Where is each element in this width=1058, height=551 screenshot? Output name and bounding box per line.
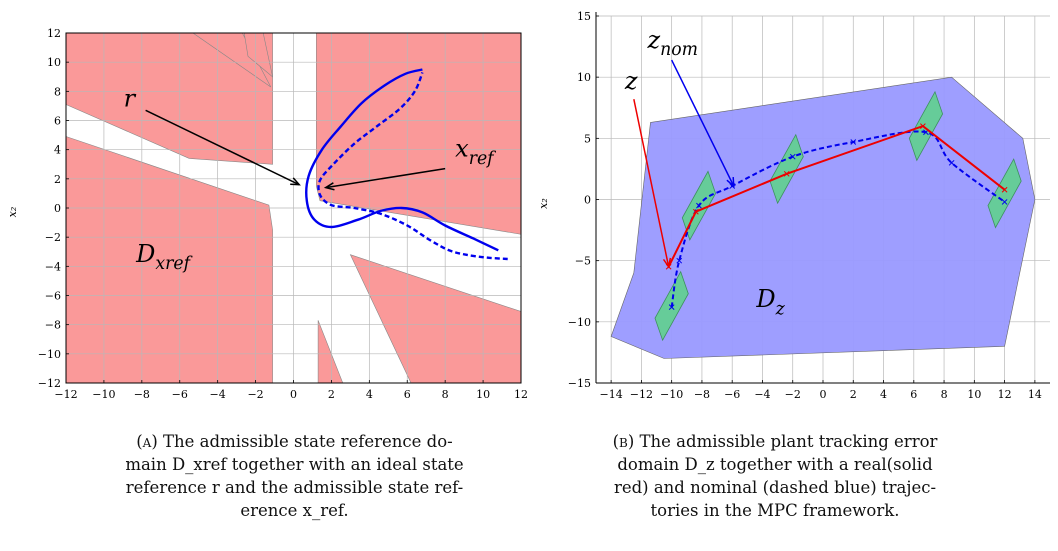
- plot-b-ytick-label: −5: [575, 255, 591, 268]
- admissible-region-patch: [317, 320, 344, 384]
- plot-a-xtick-label: −8: [134, 388, 150, 400]
- caption-b-line-4: tories in the MPC framework.: [650, 501, 900, 520]
- series-znom-point: [676, 257, 683, 264]
- annotation-xref-label: xref: [455, 135, 496, 169]
- plot-a: −12 −10 −8 −6 −4 −2 0 2 4 6 8 10 12 −12 −10 −8 −6 −4 −2 0 2 4…: [6, 27, 528, 400]
- plot-b-xtick-label: −4: [754, 388, 770, 400]
- series-znom-point: [948, 159, 955, 166]
- caption-a-line-2: main D_xref together with an ideal state: [125, 455, 464, 474]
- plot-a-xtick-label: 8: [442, 388, 449, 400]
- plot-b-ytick-label: −15: [568, 377, 591, 390]
- annotation-znom-label: znom: [646, 26, 698, 60]
- plot-b-ylabel: x₂: [537, 198, 550, 209]
- series-znom-point: [789, 153, 796, 160]
- admissible-region-patch: [315, 32, 522, 235]
- caption-a: (a) The admissible state reference do- m…: [72, 430, 517, 522]
- annotation-znom-arrow-head: [726, 177, 735, 188]
- series-x-ref-line: [317, 71, 508, 261]
- plot-b-xtick-label: 8: [941, 388, 948, 400]
- caption-a-line-1: The admissible state reference do-: [163, 432, 453, 451]
- caption-a-line-4: erence x_ref.: [240, 501, 349, 520]
- caption-a-line-3: reference r and the admissible state ref…: [125, 478, 464, 497]
- plot-a-xtick-label: −10: [92, 388, 115, 400]
- series-z-point: [783, 170, 790, 177]
- plot-a-ytick-label: −4: [45, 260, 61, 273]
- series-znom-point: [668, 304, 675, 311]
- caption-b-line-1: The admissible plant tracking error: [639, 432, 938, 451]
- series-z-point: [693, 208, 699, 215]
- plot-a-ytick-label: 6: [54, 115, 61, 128]
- plot-b-xtick-label: 2: [850, 388, 857, 400]
- plot-a-xtick-label: 10: [476, 388, 490, 400]
- plot-a-xtick-label: 12: [514, 388, 528, 400]
- plot-b-xtick-label: −8: [694, 388, 710, 400]
- admissible-region-patch: [349, 254, 522, 384]
- plot-a-ytick-label: −12: [38, 377, 61, 390]
- caption-b: (b) The admissible plant tracking error …: [560, 430, 990, 522]
- tube-set-patch: [987, 158, 1022, 229]
- plot-a-ytick-label: −6: [45, 290, 61, 303]
- plot-a-ytick-label: −2: [45, 231, 61, 244]
- plot-b-xtick-label: −6: [724, 388, 740, 400]
- tube-set-patch: [769, 133, 804, 205]
- plot-a-xtick-label: −2: [247, 388, 263, 400]
- annotation-r-label: r: [124, 84, 137, 112]
- plot-b-xtick-label: −14: [600, 388, 623, 400]
- series-z-point: [920, 123, 926, 129]
- plot-a-ytick-label: −10: [38, 348, 61, 361]
- plot-a-ytick-label: 10: [47, 56, 61, 69]
- series-z-point: [1001, 186, 1008, 193]
- figure-canvas: −12 −10 −8 −6 −4 −2 0 2 4 6 8 10 12 −12 −10 −8 −6 −4 −2 0 2 4…: [6, 10, 1050, 400]
- series-znom-point: [1001, 199, 1008, 205]
- annotation-z-arrow-head: [662, 257, 672, 269]
- plot-b-xtick-label: 10: [967, 388, 981, 400]
- plot-b-ytick-label: −10: [568, 316, 591, 329]
- plot-a-ylabel: x₂: [6, 207, 19, 218]
- annotation-r-arrow-head: [290, 177, 301, 186]
- plot-b-xtick-label: 12: [998, 388, 1012, 400]
- caption-b-line-3: red) and nominal (dashed blue) trajec-: [613, 478, 937, 497]
- series-r-line: [305, 68, 499, 252]
- plot-a-ytick-label: 12: [47, 27, 61, 40]
- plot-a-ytick-label: 4: [54, 144, 61, 157]
- region-label-dxref: Dxref: [135, 240, 192, 274]
- plot-a-xtick-label: 0: [290, 388, 297, 400]
- annotation-xref-arrow-shaft: [325, 167, 446, 189]
- plot-b-ytick-label: 0: [584, 194, 591, 207]
- caption-b-label: (b): [612, 432, 635, 451]
- plot-a-ytick-label: −8: [45, 319, 61, 332]
- region-label-dz: Dz: [755, 285, 785, 319]
- tube-set-patch: [908, 90, 944, 162]
- domain-dz-patch: [610, 76, 1036, 359]
- plot-b-xtick-label: 0: [820, 388, 827, 400]
- plot-a-xtick-label: 4: [366, 388, 373, 400]
- plot-a-xtick-label: 2: [328, 388, 335, 400]
- plot-b-xtick-label: 14: [1028, 388, 1042, 400]
- annotation-r-arrow-shaft: [145, 109, 300, 186]
- plot-b-ytick-label: 5: [584, 132, 591, 145]
- plot-b-xtick-label: 4: [880, 388, 887, 400]
- plot-a-ytick-label: 2: [54, 173, 61, 186]
- annotation-xref-arrow-head: [323, 182, 335, 191]
- annotation-z-arrow-shaft: [633, 99, 670, 267]
- plot-a-xtick-label: −6: [172, 388, 188, 400]
- plot-b-xtick-label: 6: [910, 388, 917, 400]
- plot-b-ytick-label: 15: [577, 10, 591, 23]
- series-znom-point: [696, 202, 702, 209]
- plot-a-xtick-label: −12: [54, 388, 77, 400]
- plot-b-xtick-label: −2: [785, 388, 801, 400]
- annotation-znom-arrow-shaft: [670, 59, 735, 187]
- series-znom-point: [850, 139, 857, 145]
- annotation-z-label: z: [624, 67, 638, 95]
- plot-b-xtick-label: −10: [660, 388, 683, 400]
- caption-a-label: (a): [136, 432, 158, 451]
- plot-b-ytick-label: 10: [577, 71, 591, 84]
- caption-b-line-2: domain D_z together with a real(solid: [617, 455, 933, 474]
- plot-a-xtick-label: −4: [210, 388, 226, 400]
- plot-b-xtick-label: −12: [630, 388, 653, 400]
- plot-a-ytick-label: 0: [54, 202, 61, 215]
- plot-a-xtick-label: 6: [404, 388, 411, 400]
- plot-a-ytick-label: 8: [54, 85, 61, 98]
- plot-b: −14 −12 −10 −8 −6 −4 −2 0 2 4 6 8 10 12 14 −15 −10 −5 0 5 10…: [537, 10, 1050, 400]
